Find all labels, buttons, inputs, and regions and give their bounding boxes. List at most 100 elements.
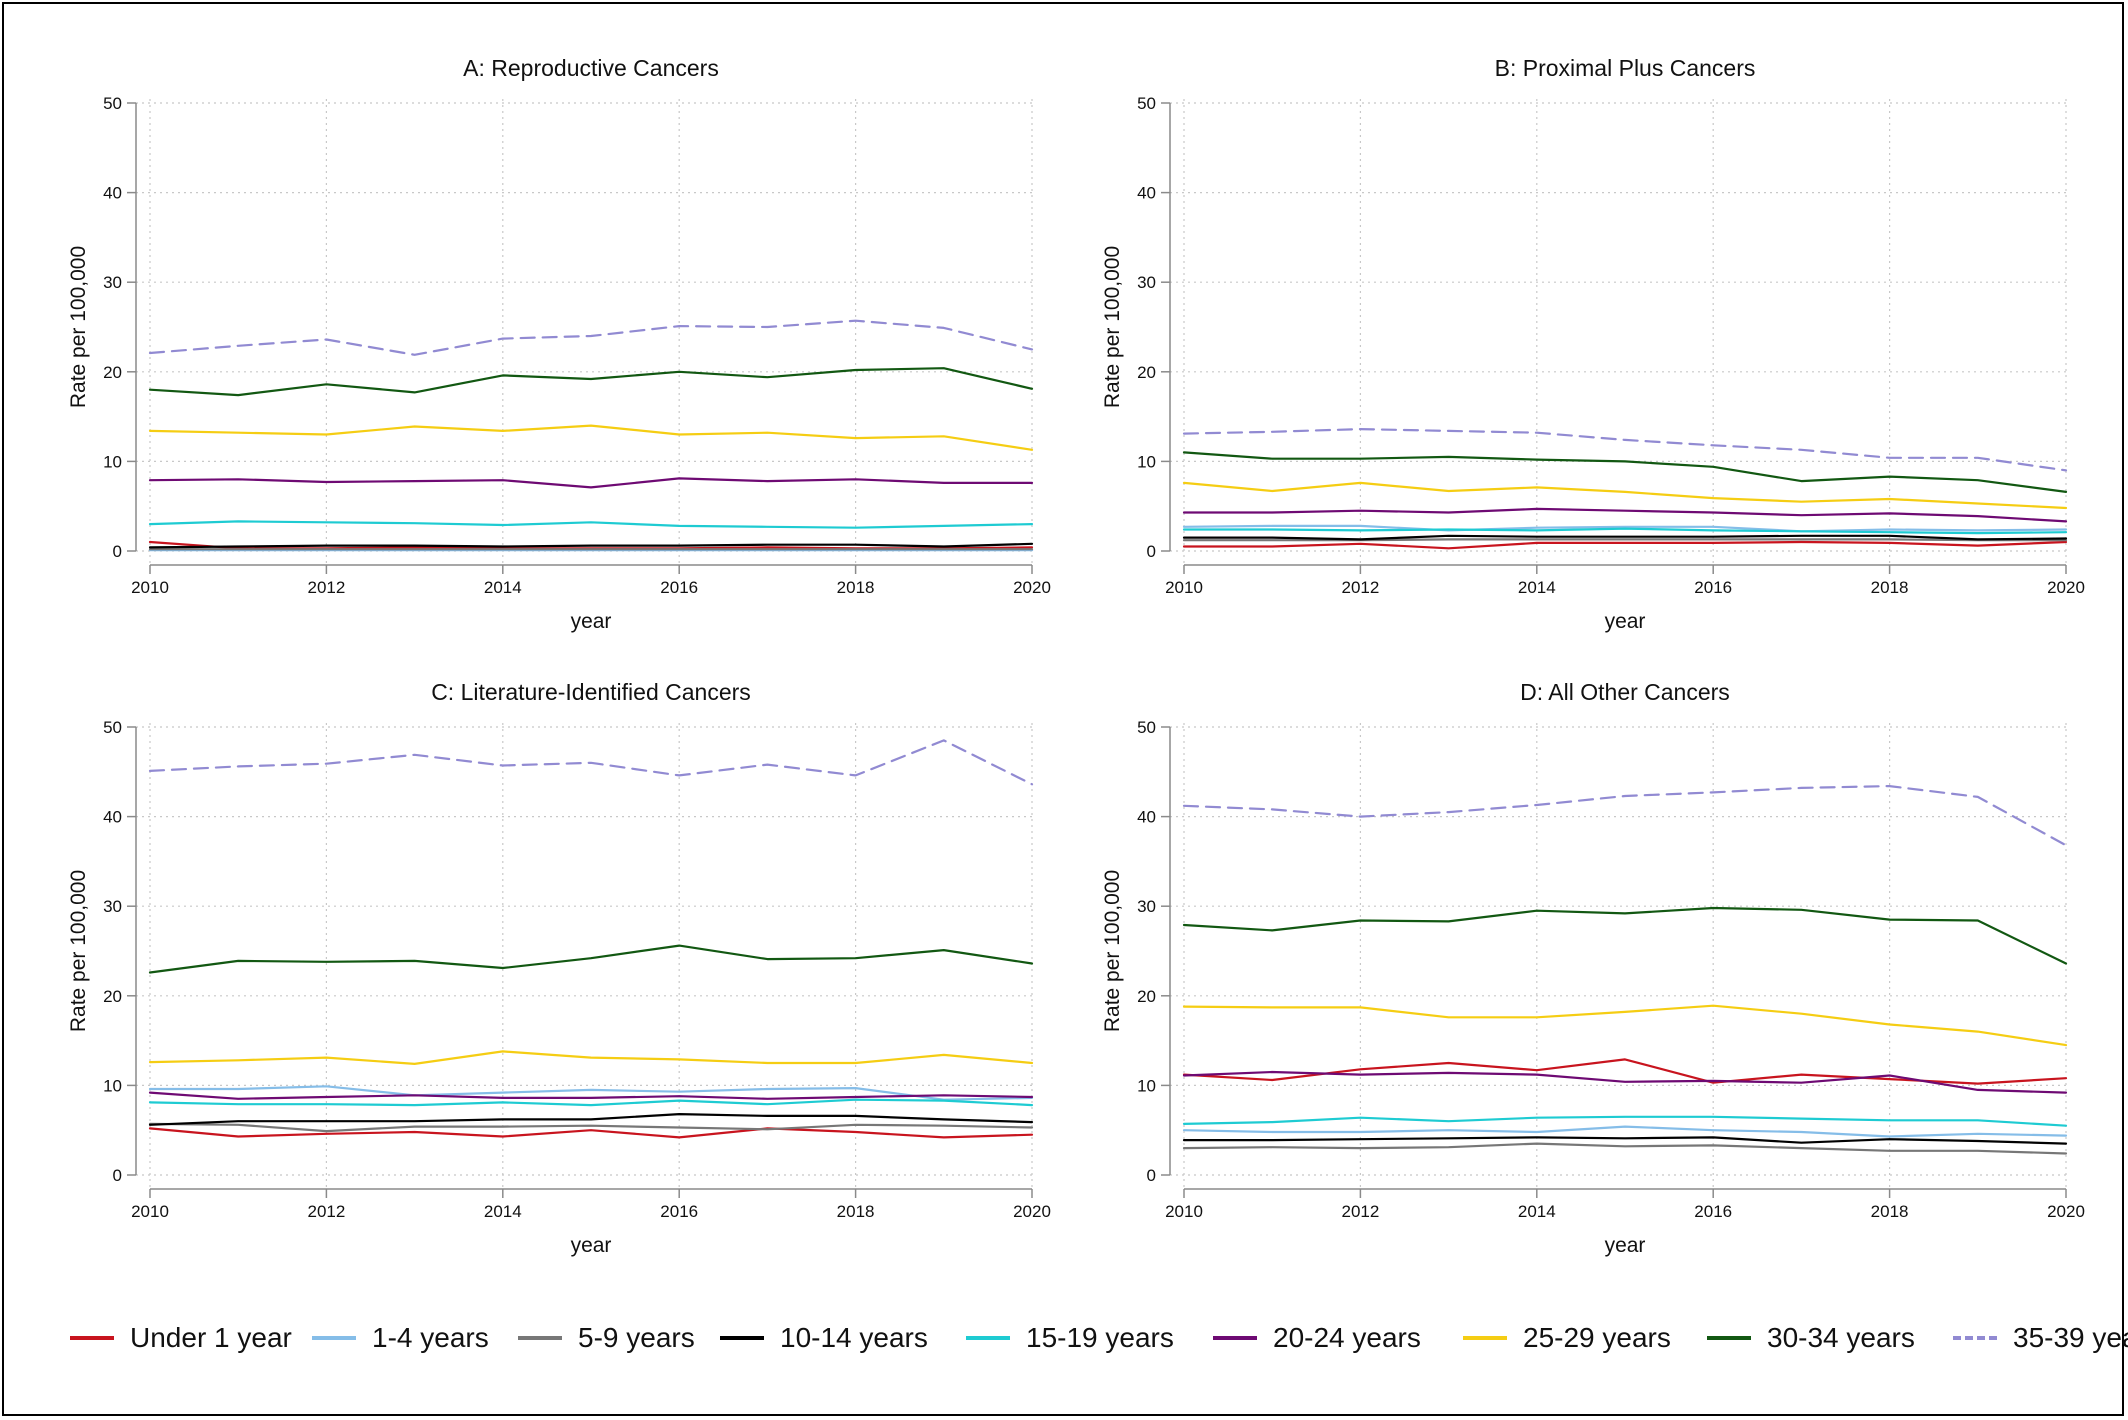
series-line-25-29-years bbox=[1182, 481, 2068, 510]
legend-swatch bbox=[70, 1336, 114, 1340]
legend-item: 5-9 years bbox=[518, 1318, 695, 1358]
legend-swatch bbox=[312, 1336, 356, 1340]
series-line-25-29-years bbox=[148, 1050, 1034, 1066]
series-line-15-19-years bbox=[148, 1098, 1034, 1107]
series-line-15-19-years bbox=[148, 520, 1034, 529]
series-line-1-4-years bbox=[1182, 524, 2068, 533]
y-tick-label: 10 bbox=[1137, 452, 1156, 471]
x-tick-label: 2012 bbox=[1341, 1202, 1379, 1221]
series-line-25-29-years bbox=[1182, 1004, 2068, 1047]
x-tick-label: 2014 bbox=[484, 1202, 522, 1221]
x-tick-label: 2018 bbox=[1871, 1202, 1909, 1221]
series-line-15-19-years bbox=[1182, 527, 2068, 535]
panel-title: B: Proximal Plus Cancers bbox=[1495, 55, 1756, 81]
x-tick-label: 2020 bbox=[2047, 1202, 2085, 1221]
legend-item: 10-14 years bbox=[720, 1318, 928, 1358]
series-line-1-4-years bbox=[1182, 1125, 2068, 1138]
series-line-25-29-years bbox=[148, 424, 1034, 451]
y-axis-label: Rate per 100,000 bbox=[1101, 870, 1124, 1032]
series-line-5-9-years bbox=[148, 1122, 1034, 1133]
x-tick-label: 2016 bbox=[1694, 578, 1732, 597]
chart-panel-1: 0 10 20 30 40 50 2010 2012 2014 2016 2018 2020 A: Re… bbox=[67, 55, 1051, 633]
y-tick-label: 20 bbox=[1137, 363, 1156, 382]
y-axis-label: Rate per 100,000 bbox=[67, 246, 90, 408]
series-line-35-39-years bbox=[148, 319, 1034, 356]
chart-panel-2: 0 10 20 30 40 50 2010 2012 2014 2016 2018 2020 B: Pr… bbox=[1101, 55, 2085, 633]
series-line-10-14-years bbox=[1182, 534, 2068, 541]
x-tick-label: 2014 bbox=[1518, 578, 1556, 597]
series-line-10-14-years bbox=[1182, 1136, 2068, 1145]
legend-swatch bbox=[966, 1336, 1010, 1340]
panel-title: C: Literature-Identified Cancers bbox=[431, 679, 751, 705]
series-line-15-19-years bbox=[1182, 1115, 2068, 1127]
legend-item: 35-39 years bbox=[1953, 1318, 2128, 1358]
series-line-under-1-year bbox=[1182, 1058, 2068, 1085]
y-tick-label: 10 bbox=[103, 452, 122, 471]
series-line-35-39-years bbox=[1182, 428, 2068, 472]
legend-item: 25-29 years bbox=[1463, 1318, 1671, 1358]
series-line-20-24-years bbox=[148, 1091, 1034, 1100]
legend-label: 10-14 years bbox=[780, 1322, 928, 1353]
y-tick-label: 40 bbox=[103, 808, 122, 827]
x-tick-label: 2012 bbox=[307, 578, 345, 597]
x-tick-label: 2012 bbox=[307, 1202, 345, 1221]
legend-label: 20-24 years bbox=[1273, 1322, 1421, 1353]
y-tick-label: 50 bbox=[103, 718, 122, 737]
series-line-35-39-years bbox=[148, 739, 1034, 786]
legend-label: 30-34 years bbox=[1767, 1322, 1915, 1353]
series-line-5-9-years bbox=[1182, 538, 2068, 542]
y-tick-label: 0 bbox=[113, 542, 122, 561]
x-tick-label: 2014 bbox=[1518, 1202, 1556, 1221]
series-line-30-34-years bbox=[148, 367, 1034, 397]
y-tick-label: 40 bbox=[1137, 184, 1156, 203]
series-line-30-34-years bbox=[1182, 451, 2068, 493]
y-tick-label: 30 bbox=[1137, 897, 1156, 916]
x-axis-label: year bbox=[1605, 610, 1646, 633]
legend-label: 25-29 years bbox=[1523, 1322, 1671, 1353]
y-tick-label: 20 bbox=[103, 363, 122, 382]
x-tick-label: 2018 bbox=[1871, 578, 1909, 597]
legend-swatch bbox=[518, 1336, 562, 1340]
panel-title: D: All Other Cancers bbox=[1520, 679, 1730, 705]
y-tick-label: 30 bbox=[103, 897, 122, 916]
x-tick-label: 2016 bbox=[660, 578, 698, 597]
series-line-30-34-years bbox=[1182, 906, 2068, 965]
legend-label: 35-39 years bbox=[2013, 1322, 2128, 1353]
y-tick-label: 30 bbox=[103, 273, 122, 292]
x-tick-label: 2020 bbox=[1013, 578, 1051, 597]
legend-item: 30-34 years bbox=[1707, 1318, 1915, 1358]
y-tick-label: 50 bbox=[1137, 718, 1156, 737]
x-tick-label: 2010 bbox=[1165, 1202, 1203, 1221]
x-tick-label: 2010 bbox=[1165, 578, 1203, 597]
legend-swatch bbox=[1213, 1336, 1257, 1340]
x-tick-label: 2018 bbox=[837, 578, 875, 597]
series-line-20-24-years bbox=[148, 477, 1034, 489]
y-tick-label: 20 bbox=[1137, 987, 1156, 1006]
legend-swatch bbox=[1707, 1336, 1751, 1340]
chart-panel-4: 0 10 20 30 40 50 2010 2012 2014 2016 2018 2020 D: Al… bbox=[1101, 679, 2085, 1257]
series-line-20-24-years bbox=[1182, 507, 2068, 523]
series-line-under-1-year bbox=[1182, 540, 2068, 550]
chart-legend: Under 1 year 1-4 years 5-9 years 10-14 year… bbox=[0, 1318, 2128, 1358]
x-tick-label: 2010 bbox=[131, 1202, 169, 1221]
series-line-30-34-years bbox=[148, 944, 1034, 974]
x-tick-label: 2012 bbox=[1341, 578, 1379, 597]
series-line-10-14-years bbox=[148, 542, 1034, 549]
y-tick-label: 50 bbox=[103, 94, 122, 113]
y-tick-label: 0 bbox=[113, 1166, 122, 1185]
chart-panel-3: 0 10 20 30 40 50 2010 2012 2014 2016 2018 2020 C: Li… bbox=[67, 679, 1051, 1257]
x-tick-label: 2010 bbox=[131, 578, 169, 597]
y-tick-label: 50 bbox=[1137, 94, 1156, 113]
legend-swatch bbox=[720, 1336, 764, 1340]
y-tick-label: 40 bbox=[103, 184, 122, 203]
legend-label: Under 1 year bbox=[130, 1322, 292, 1353]
panel-title: A: Reproductive Cancers bbox=[463, 55, 719, 81]
legend-item: 20-24 years bbox=[1213, 1318, 1421, 1358]
y-tick-label: 10 bbox=[1137, 1076, 1156, 1095]
series-line-5-9-years bbox=[1182, 1142, 2068, 1155]
x-tick-label: 2016 bbox=[1694, 1202, 1732, 1221]
legend-label: 1-4 years bbox=[372, 1322, 489, 1353]
legend-label: 15-19 years bbox=[1026, 1322, 1174, 1353]
